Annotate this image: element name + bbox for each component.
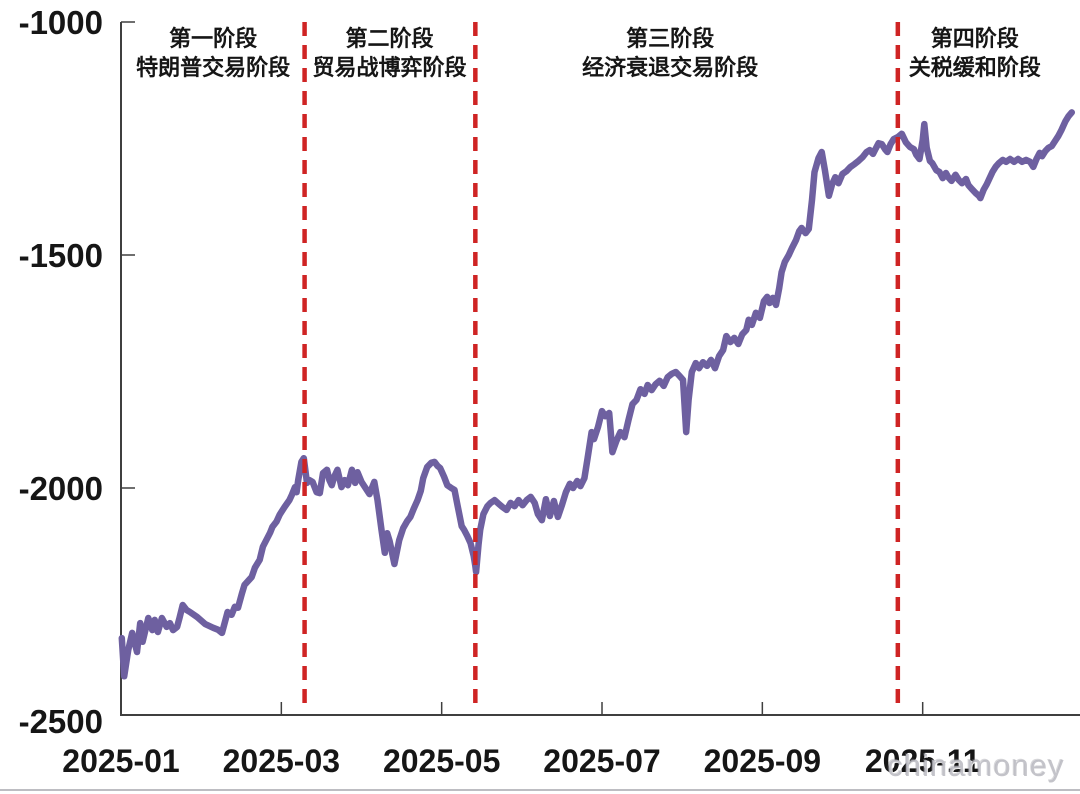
phase-4-subtitle: 关税缓和阶段 bbox=[908, 55, 1041, 80]
phase-1-subtitle: 特朗普交易阶段 bbox=[136, 55, 291, 80]
bottom-border-line bbox=[0, 789, 1080, 791]
x-tick-label: 2025-07 bbox=[543, 743, 660, 779]
phase-4-title: 第四阶段 bbox=[930, 26, 1019, 51]
y-tick-label: -1500 bbox=[19, 237, 103, 274]
phase-label-2: 第二阶段 贸易战博弈阶段 bbox=[313, 24, 467, 82]
y-tick-label: -2500 bbox=[19, 703, 103, 740]
x-tick-label: 2025-01 bbox=[62, 743, 179, 779]
y-tick-label: -2000 bbox=[19, 470, 103, 507]
x-tick-label: 2025-09 bbox=[704, 743, 821, 779]
watermark-text: chinamoney bbox=[887, 748, 1065, 783]
x-tick-label: 2025-11 bbox=[865, 743, 981, 779]
phase-label-4: 第四阶段 关税缓和阶段 bbox=[909, 24, 1041, 82]
phase-2-title: 第二阶段 bbox=[345, 26, 434, 51]
phase-label-3: 第三阶段 经济衰退交易阶段 bbox=[582, 24, 758, 82]
phase-3-subtitle: 经济衰退交易阶段 bbox=[582, 55, 759, 80]
phase-label-1: 第一阶段 特朗普交易阶段 bbox=[136, 24, 290, 82]
x-tick-label: 2025-03 bbox=[223, 743, 340, 779]
data-series-line bbox=[118, 109, 1076, 680]
phase-1-title: 第一阶段 bbox=[169, 26, 258, 51]
x-tick-label: 2025-05 bbox=[383, 743, 500, 779]
phase-2-subtitle: 贸易战博弈阶段 bbox=[312, 55, 467, 80]
phase-3-title: 第三阶段 bbox=[626, 26, 715, 51]
y-tick-label: -1000 bbox=[19, 4, 103, 41]
